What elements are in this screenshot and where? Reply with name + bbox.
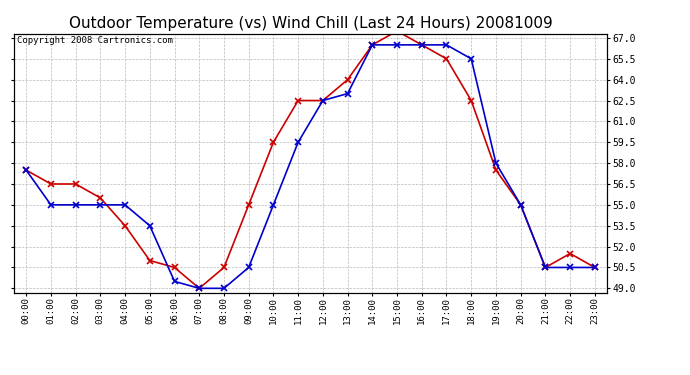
Title: Outdoor Temperature (vs) Wind Chill (Last 24 Hours) 20081009: Outdoor Temperature (vs) Wind Chill (Las…	[68, 16, 553, 31]
Text: Copyright 2008 Cartronics.com: Copyright 2008 Cartronics.com	[17, 36, 172, 45]
